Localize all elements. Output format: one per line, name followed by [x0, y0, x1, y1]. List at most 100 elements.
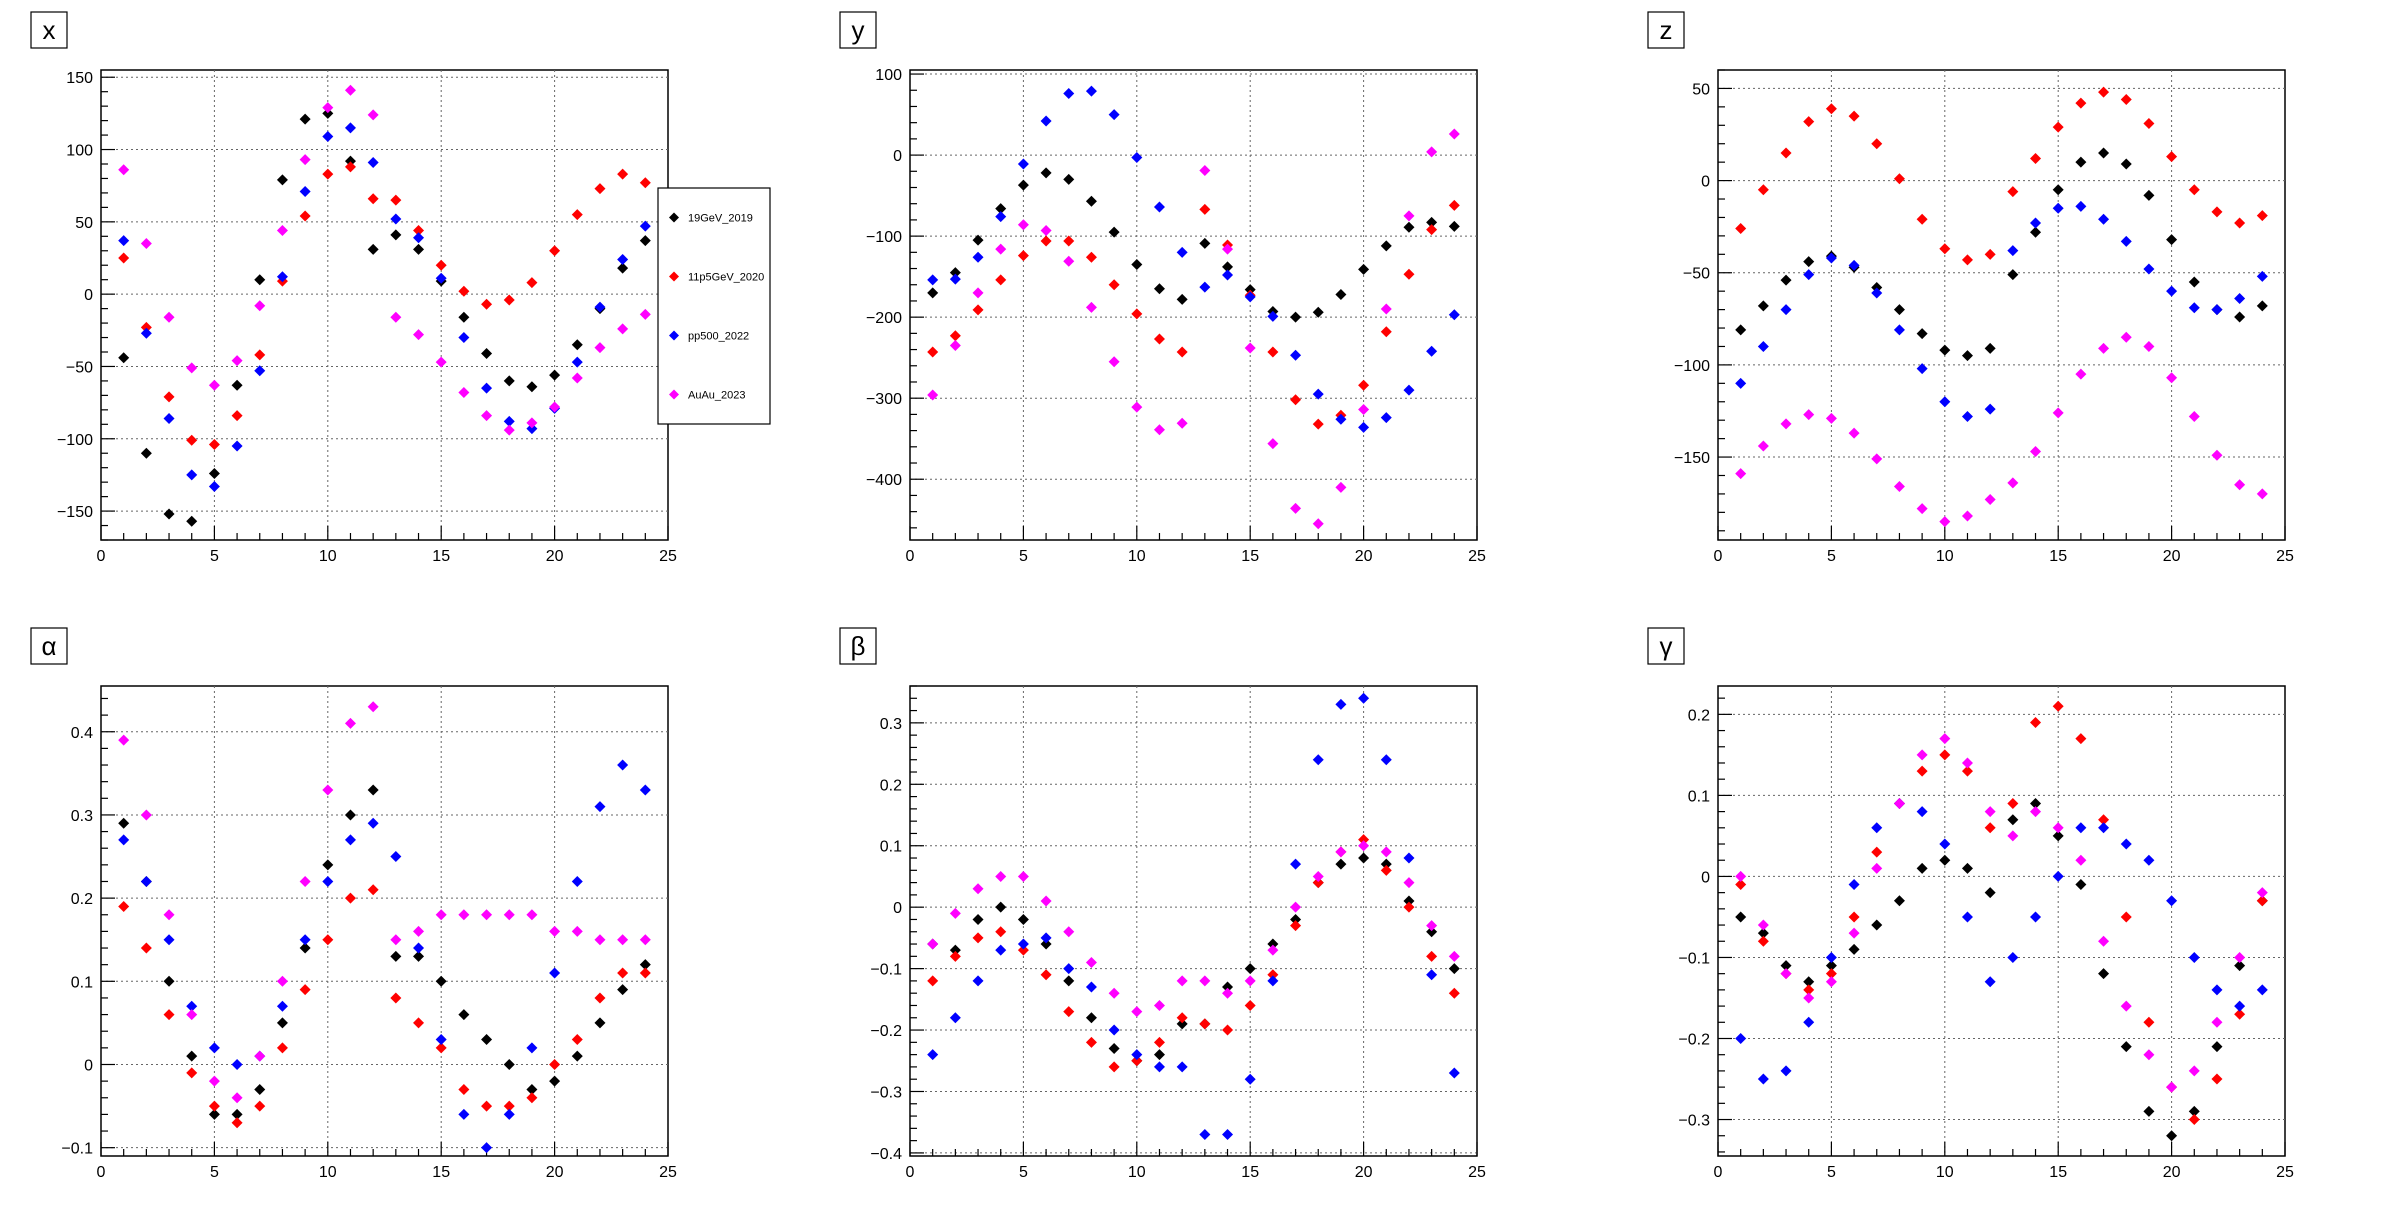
data-point-11p5GeV_2020	[118, 252, 130, 264]
data-point-pp500_2022	[1290, 858, 1302, 870]
y-tick-label: −0.1	[1678, 950, 1710, 967]
y-tick-label: 0	[84, 1057, 93, 1074]
data-point-AuAu_2023	[2256, 887, 2268, 899]
data-point-19GeV_2019	[276, 174, 288, 186]
legend-label: AuAu_2023	[688, 390, 746, 402]
legend-label: pp500_2022	[688, 331, 749, 343]
data-point-pp500_2022	[503, 1108, 515, 1120]
data-point-19GeV_2019	[1176, 1018, 1188, 1030]
data-point-pp500_2022	[1267, 975, 1279, 987]
data-point-11p5GeV_2020	[2030, 152, 2042, 164]
data-point-pp500_2022	[2098, 213, 2110, 225]
data-point-11p5GeV_2020	[2052, 121, 2064, 133]
data-point-19GeV_2019	[344, 809, 356, 821]
data-point-AuAu_2023	[927, 389, 939, 401]
data-point-AuAu_2023	[1199, 164, 1211, 176]
x-tick-label: 20	[2163, 548, 2181, 565]
x-tick-label: 25	[659, 1164, 677, 1181]
panel-title-box	[839, 627, 877, 665]
data-point-11p5GeV_2020	[1290, 394, 1302, 406]
data-point-19GeV_2019	[1108, 1042, 1120, 1054]
data-point-pp500_2022	[2007, 245, 2019, 257]
data-point-pp500_2022	[367, 817, 379, 829]
data-point-pp500_2022	[2052, 202, 2064, 214]
data-point-11p5GeV_2020	[231, 410, 243, 422]
data-point-11p5GeV_2020	[276, 1042, 288, 1054]
data-point-19GeV_2019	[1085, 195, 1097, 207]
data-point-19GeV_2019	[1893, 304, 1905, 316]
panel-4: 0 5 10 15 20 25 −0.4 −0.3 −0.2 −0.1 0 0.1 0.2 0.3 β	[839, 627, 1486, 1181]
data-point-pp500_2022	[435, 272, 447, 284]
data-point-19GeV_2019	[1961, 862, 1973, 874]
data-point-19GeV_2019	[458, 311, 470, 323]
panel-title-box	[30, 11, 68, 49]
data-point-pp500_2022	[571, 875, 583, 887]
data-point-AuAu_2023	[231, 1092, 243, 1104]
x-tick-label: 25	[2276, 1164, 2294, 1181]
data-point-19GeV_2019	[299, 942, 311, 954]
x-tick-label: 0	[906, 1164, 915, 1181]
data-point-19GeV_2019	[413, 243, 425, 255]
panel-3: 0 5 10 15 20 25−0.100.10.20.30.4α	[30, 627, 677, 1181]
data-point-11p5GeV_2020	[1131, 1055, 1143, 1067]
y-tick-label: 0.2	[1688, 707, 1710, 724]
data-point-19GeV_2019	[163, 975, 175, 987]
x-tick-label: 0	[906, 548, 915, 565]
data-point-pp500_2022	[1244, 291, 1256, 303]
data-point-AuAu_2023	[2052, 822, 2064, 834]
data-point-AuAu_2023	[1403, 877, 1415, 889]
data-point-19GeV_2019	[549, 369, 561, 381]
data-point-AuAu_2023	[2211, 1016, 2223, 1028]
y-tick-label: −0.4	[870, 1146, 902, 1163]
data-point-19GeV_2019	[2007, 269, 2019, 281]
data-point-pp500_2022	[1757, 340, 1769, 352]
data-point-19GeV_2019	[1426, 216, 1438, 228]
data-point-11p5GeV_2020	[1312, 418, 1324, 430]
data-point-11p5GeV_2020	[413, 1017, 425, 1029]
legend-box	[657, 187, 771, 425]
data-point-AuAu_2023	[995, 243, 1007, 255]
data-point-pp500_2022	[1063, 963, 1075, 975]
data-point-11p5GeV_2020	[617, 168, 629, 180]
data-point-19GeV_2019	[140, 447, 152, 459]
y-tick-label: 0	[84, 287, 93, 304]
data-point-11p5GeV_2020	[1267, 969, 1279, 981]
data-point-pp500_2022	[949, 1012, 961, 1024]
x-tick-label: 10	[319, 1164, 337, 1181]
data-point-11p5GeV_2020	[2211, 206, 2223, 218]
plot-frame	[1717, 685, 2286, 1157]
data-point-pp500_2022	[2143, 263, 2155, 275]
data-point-11p5GeV_2020	[1085, 251, 1097, 263]
panel-title: y	[852, 15, 865, 45]
data-point-19GeV_2019	[118, 352, 130, 364]
data-point-pp500_2022	[2166, 895, 2178, 907]
x-tick-label: 25	[1468, 1164, 1486, 1181]
y-tick-label: 0	[1701, 869, 1710, 886]
data-point-pp500_2022	[2030, 911, 2042, 923]
data-point-11p5GeV_2020	[413, 225, 425, 237]
data-point-pp500_2022	[118, 235, 130, 247]
data-point-11p5GeV_2020	[1153, 333, 1165, 345]
data-point-AuAu_2023	[949, 907, 961, 919]
data-point-11p5GeV_2020	[2007, 798, 2019, 809]
data-point-AuAu_2023	[571, 372, 583, 384]
data-point-AuAu_2023	[1108, 356, 1120, 368]
data-point-AuAu_2023	[1222, 987, 1234, 999]
data-point-pp500_2022	[2075, 822, 2087, 834]
data-point-19GeV_2019	[1108, 226, 1120, 238]
data-point-AuAu_2023	[503, 909, 515, 921]
data-point-AuAu_2023	[1803, 992, 1815, 1004]
data-point-AuAu_2023	[571, 925, 583, 937]
data-point-pp500_2022	[617, 759, 629, 771]
data-point-11p5GeV_2020	[1017, 250, 1029, 262]
data-point-11p5GeV_2020	[2256, 895, 2268, 907]
data-point-pp500_2022	[1871, 822, 1883, 834]
data-point-19GeV_2019	[1448, 220, 1460, 232]
x-tick-label: 5	[1827, 1164, 1836, 1181]
y-tick-label: 0	[1701, 174, 1710, 191]
data-point-11p5GeV_2020	[2098, 814, 2110, 826]
x-tick-label: 25	[2276, 548, 2294, 565]
data-point-pp500_2022	[1153, 1061, 1165, 1073]
data-point-AuAu_2023	[163, 311, 175, 323]
data-point-AuAu_2023	[231, 355, 243, 367]
